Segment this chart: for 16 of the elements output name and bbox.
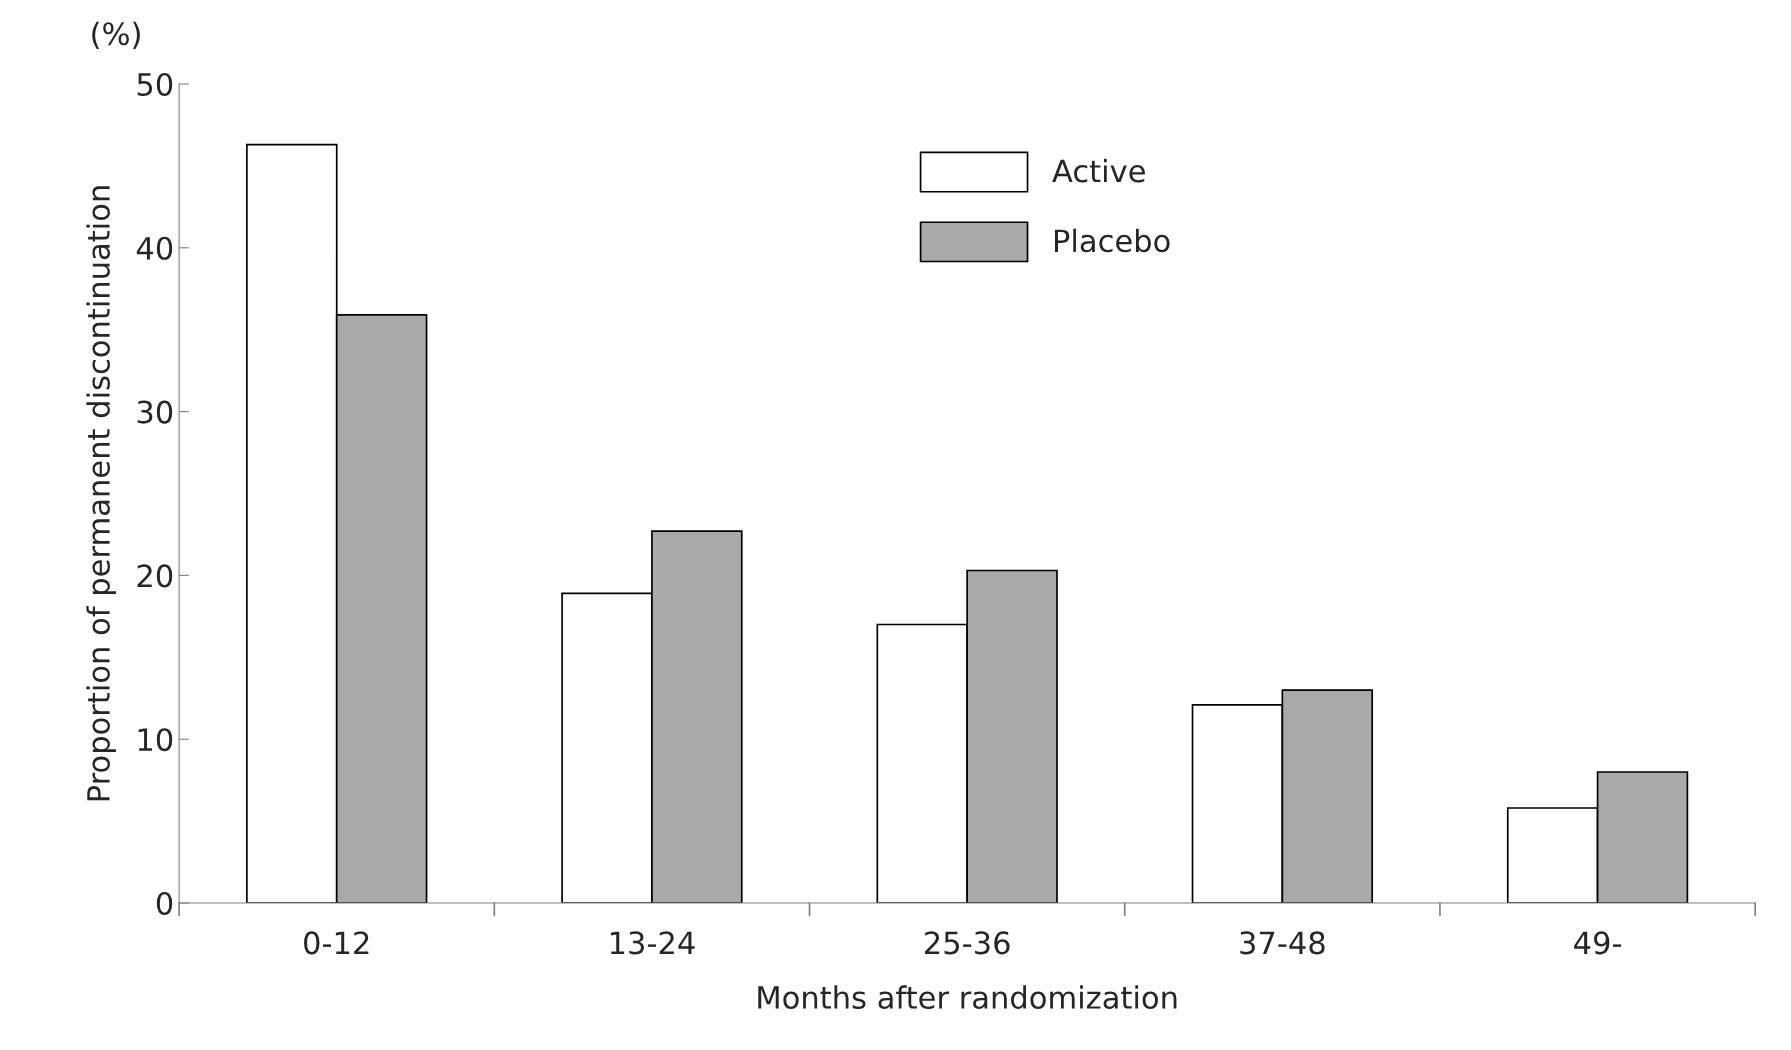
y-tick-label: 10 [138, 728, 173, 752]
y-tick-label: 0 [156, 891, 173, 916]
y-tick-label: 30 [137, 400, 173, 424]
x-axis-title: Months after randomization [758, 985, 1177, 1009]
x-tick-label: 13-24 [610, 931, 695, 955]
y-axis-title: Proportion of permanent discontinuation [86, 186, 116, 801]
legend-label: Active [1052, 158, 1145, 183]
x-tick-label: 25-36 [924, 931, 1010, 955]
y-tick-label: 50 [137, 72, 173, 97]
x-tick-label: 37-48 [1240, 931, 1325, 955]
y-tick-label: 20 [137, 564, 173, 588]
y-tick-label: 40 [136, 236, 173, 260]
x-tick-label: 49- [1574, 931, 1622, 955]
x-tick-label: 0-12 [304, 931, 369, 955]
legend-label: Placebo [1054, 228, 1170, 253]
text: (%) [92, 21, 140, 49]
